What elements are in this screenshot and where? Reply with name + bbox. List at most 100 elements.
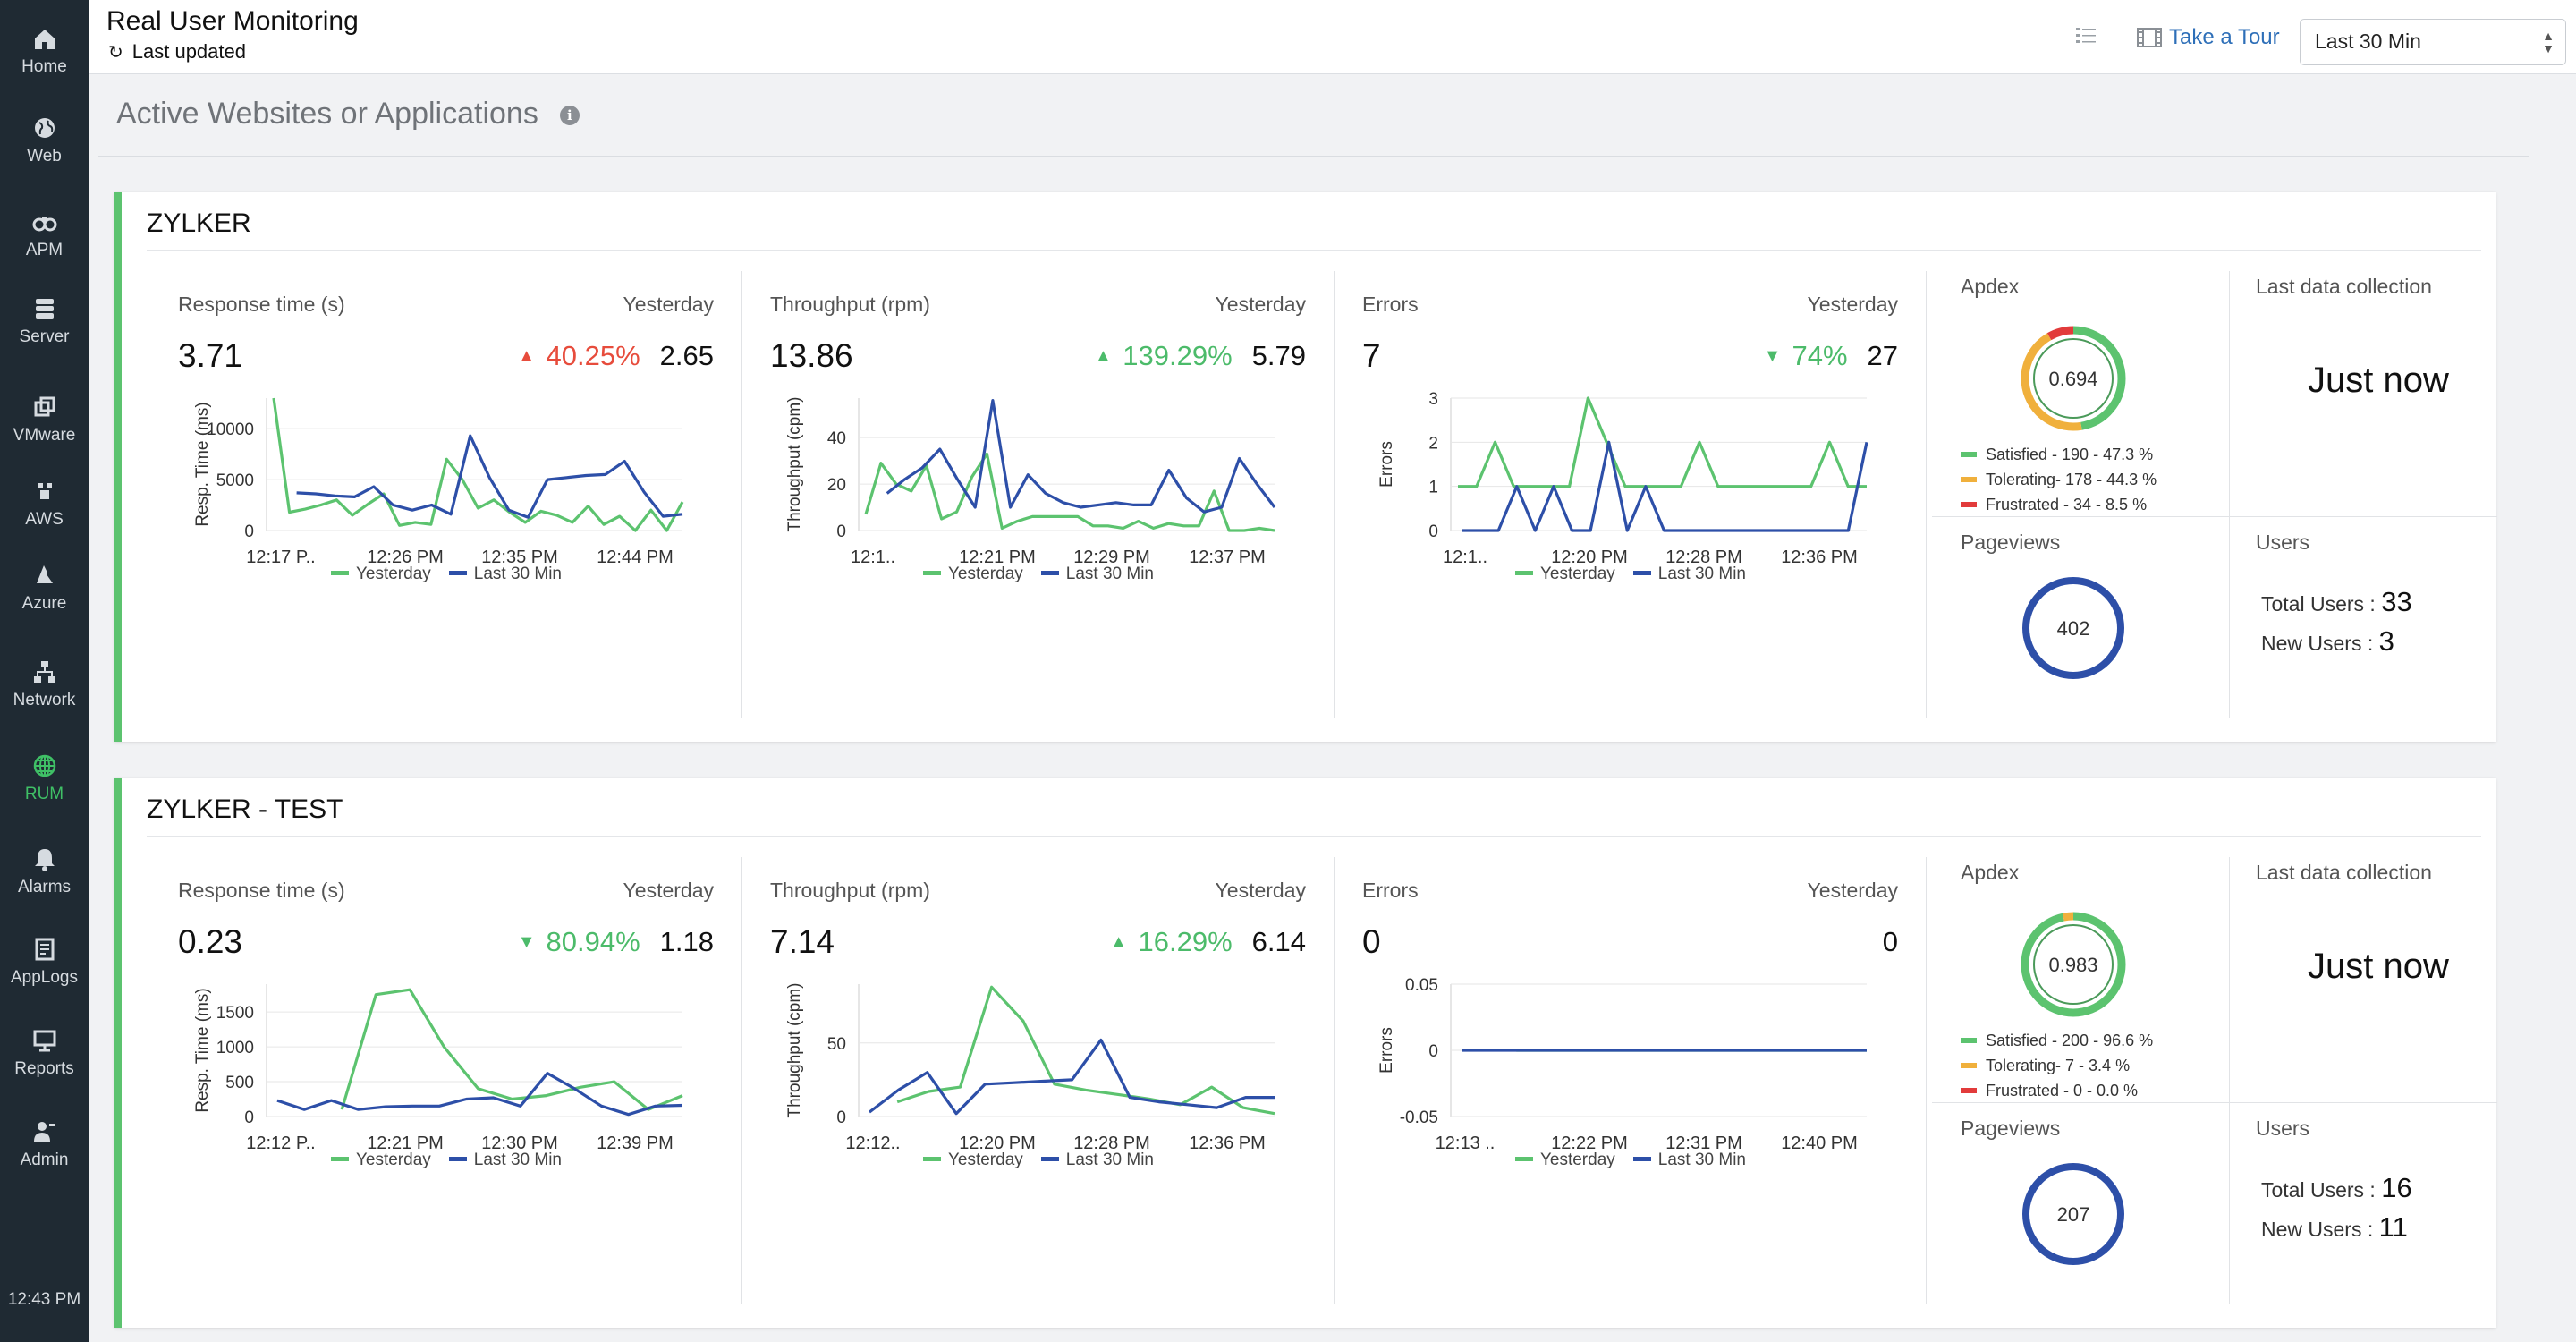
yesterday-value: 6.14 <box>1251 926 1306 957</box>
metric-change: ▲ 40.25% 2.65 <box>518 340 714 372</box>
take-a-tour-link[interactable]: Take a Tour <box>2137 25 2280 50</box>
legend-last30[interactable]: Last 30 Min <box>448 1151 562 1169</box>
sidebar-item-admin[interactable]: Admin <box>0 1102 89 1190</box>
legend-yesterday[interactable]: Yesterday <box>330 1151 431 1169</box>
sidebar-item-server[interactable]: Server <box>0 279 89 367</box>
apdex-score: 0.983 <box>2048 954 2097 976</box>
list-view-icon[interactable] <box>2074 25 2097 48</box>
yesterday-value: 27 <box>1867 340 1898 371</box>
sidebar-item-applogs[interactable]: AppLogs <box>0 920 89 1007</box>
sidebar-item-vmware[interactable]: VMware <box>0 378 89 465</box>
triangle-up-icon: ▲ <box>517 346 536 366</box>
info-icon[interactable]: i <box>559 106 580 125</box>
y-tick-label: 0 <box>244 1108 254 1127</box>
chart-legend: Yesterday Last 30 Min <box>742 1151 1335 1170</box>
change-percent: 16.29% <box>1138 926 1233 957</box>
pageviews-ring[interactable]: 402 <box>2011 565 2136 691</box>
metric-title: Errors <box>1362 293 1419 316</box>
metric-value: 13.86 <box>770 337 853 374</box>
pageviews-ring[interactable]: 207 <box>2011 1151 2136 1277</box>
series-line-yesterday <box>896 985 1275 1116</box>
sidebar-item-network[interactable]: Network <box>0 642 89 730</box>
y-tick-label: 50 <box>827 1035 846 1054</box>
apdex-donut[interactable]: 0.983 <box>2011 902 2136 1027</box>
metric-title: Response time (s) <box>178 293 345 316</box>
sidebar-item-aws[interactable]: AWS <box>0 462 89 549</box>
metric-change: ▼ 80.94% 1.18 <box>518 926 714 958</box>
legend-label: Last 30 Min <box>473 565 563 583</box>
legend-swatch <box>1632 571 1651 575</box>
app-card: ZYLKER - TEST Response time (s) Yesterday 0… <box>114 778 2497 1328</box>
yesterday-label: Yesterday <box>623 293 714 316</box>
legend-last30[interactable]: Last 30 Min <box>448 565 563 583</box>
legend-yesterday[interactable]: Yesterday <box>330 565 431 583</box>
pageviews-title: Pageviews <box>1961 1117 2061 1140</box>
sidebar-item-azure[interactable]: Azure <box>0 546 89 633</box>
apdex-tolerating-arc <box>2021 326 2126 431</box>
y-tick-label: -0.05 <box>1400 1108 1438 1127</box>
sidebar-item-apm[interactable]: APM <box>0 192 89 280</box>
apdex-frustrated-arc <box>2021 326 2126 431</box>
time-range-select[interactable]: Last 30 Min ▲ ▼ <box>2300 19 2566 65</box>
divider <box>2229 857 2230 1304</box>
legend-yesterday[interactable]: Yesterday <box>1514 565 1615 583</box>
sidebar-item-web[interactable]: Web <box>0 98 89 186</box>
yesterday-label: Yesterday <box>1215 293 1306 316</box>
sidebar-item-rum[interactable]: RUM <box>0 736 89 824</box>
x-tick-label: 12:12 P.. <box>246 1134 315 1152</box>
app-name-link[interactable]: ZYLKER - TEST <box>147 794 343 824</box>
sidebar-item-home[interactable]: Home <box>0 9 89 97</box>
legend-swatch <box>330 1157 349 1161</box>
last-collection-value: Just now <box>2308 361 2449 400</box>
legend-swatch <box>1040 571 1059 575</box>
x-tick-label: 12:17 P.. <box>246 548 315 566</box>
apdex-legend-frustrated: Frustrated - 0 - 0.0 % <box>1961 1082 2138 1100</box>
series-line-last30 <box>886 399 1276 514</box>
y-tick-label: 2 <box>1428 434 1438 453</box>
metric-change: ▲ 139.29% 5.79 <box>1094 340 1306 372</box>
legend-yesterday[interactable]: Yesterday <box>922 1151 1023 1169</box>
triangle-down-icon: ▼ <box>517 932 536 952</box>
legend-last30[interactable]: Last 30 Min <box>1040 565 1154 583</box>
top-bar: Real User Monitoring ↻ Last updated Take … <box>89 0 2576 74</box>
line-chart: -0.05 0 0.05 Errors 12:13 .. 12:22 PM 12:31 PM… <box>1377 976 1867 1152</box>
apdex-legend-tolerating: Tolerating- 178 - 44.3 % <box>1961 471 2157 489</box>
sidebar-item-alarms[interactable]: Alarms <box>0 829 89 917</box>
legend-yesterday[interactable]: Yesterday <box>1514 1151 1615 1169</box>
legend-swatch <box>1961 1088 1977 1093</box>
series-line-last30 <box>276 1072 683 1117</box>
pageviews-title: Pageviews <box>1961 531 2061 554</box>
legend-last30[interactable]: Last 30 Min <box>1632 565 1746 583</box>
total-users-label: Total Users : <box>2261 1178 2382 1202</box>
y-axis-label: Throughput (cpm) <box>785 396 804 531</box>
x-tick-label: 12:39 PM <box>597 1134 674 1152</box>
users-title: Users <box>2256 1117 2310 1140</box>
divider <box>147 836 2481 837</box>
x-tick-label: 12:40 PM <box>1781 1134 1858 1152</box>
binoculars-icon <box>32 217 56 232</box>
last-updated[interactable]: ↻ Last updated <box>108 40 246 64</box>
reports-icon <box>33 1030 55 1052</box>
x-tick-label: 12:37 PM <box>1189 548 1266 566</box>
x-tick-label: 12:20 PM <box>959 1134 1036 1152</box>
sidebar-item-reports[interactable]: Reports <box>0 1011 89 1099</box>
total-users-label: Total Users : <box>2261 592 2382 616</box>
pageviews-circle <box>2022 1163 2124 1265</box>
y-tick-label: 500 <box>225 1074 254 1092</box>
sidebar-item-label: RUM <box>24 785 64 803</box>
refresh-icon[interactable]: ↻ <box>108 43 123 63</box>
legend-yesterday[interactable]: Yesterday <box>922 565 1023 583</box>
apdex-donut[interactable]: 0.694 <box>2011 316 2136 441</box>
section-title-text: Active Websites or Applications <box>116 97 538 131</box>
last-collection-title: Last data collection <box>2256 861 2432 884</box>
metric-change: ▲ 16.29% 6.14 <box>1110 926 1306 958</box>
triangle-up-icon: ▲ <box>1094 346 1113 366</box>
sidebar-item-label: Home <box>21 57 67 76</box>
legend-last30[interactable]: Last 30 Min <box>1040 1151 1154 1169</box>
pageviews-value: 402 <box>2057 617 2090 640</box>
apdex-legend-label: Frustrated - 0 - 0.0 % <box>1986 1082 2139 1100</box>
divider <box>1932 1102 2497 1103</box>
app-name-link[interactable]: ZYLKER <box>147 208 251 238</box>
legend-last30[interactable]: Last 30 Min <box>1632 1151 1746 1169</box>
x-tick-label: 12:28 PM <box>1665 548 1742 566</box>
